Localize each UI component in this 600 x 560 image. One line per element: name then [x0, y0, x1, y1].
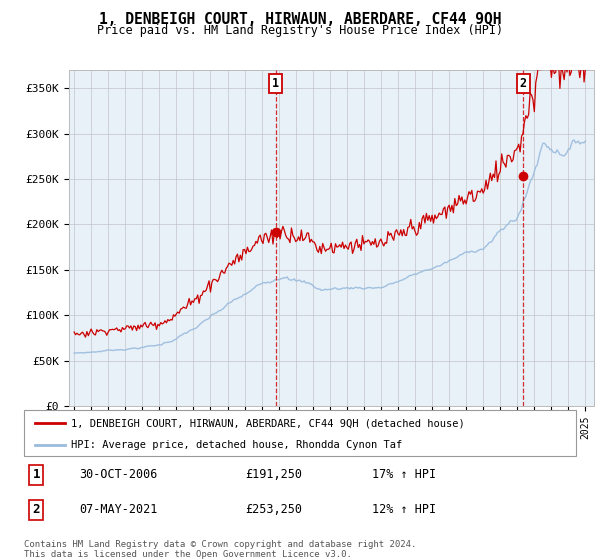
Text: This data is licensed under the Open Government Licence v3.0.: This data is licensed under the Open Gov… [24, 550, 352, 559]
Text: 2: 2 [32, 503, 40, 516]
Text: 1, DENBEIGH COURT, HIRWAUN, ABERDARE, CF44 9QH (detached house): 1, DENBEIGH COURT, HIRWAUN, ABERDARE, CF… [71, 418, 464, 428]
Text: 1: 1 [272, 77, 280, 90]
Text: HPI: Average price, detached house, Rhondda Cynon Taf: HPI: Average price, detached house, Rhon… [71, 440, 402, 450]
Text: 12% ↑ HPI: 12% ↑ HPI [372, 503, 436, 516]
Text: £191,250: £191,250 [245, 468, 302, 482]
Text: 1, DENBEIGH COURT, HIRWAUN, ABERDARE, CF44 9QH: 1, DENBEIGH COURT, HIRWAUN, ABERDARE, CF… [99, 12, 501, 27]
Text: £253,250: £253,250 [245, 503, 302, 516]
Text: 07-MAY-2021: 07-MAY-2021 [79, 503, 158, 516]
Text: 17% ↑ HPI: 17% ↑ HPI [372, 468, 436, 482]
Text: Contains HM Land Registry data © Crown copyright and database right 2024.: Contains HM Land Registry data © Crown c… [24, 540, 416, 549]
Text: Price paid vs. HM Land Registry's House Price Index (HPI): Price paid vs. HM Land Registry's House … [97, 24, 503, 37]
Text: 1: 1 [32, 468, 40, 482]
Text: 30-OCT-2006: 30-OCT-2006 [79, 468, 158, 482]
Text: 2: 2 [520, 77, 527, 90]
